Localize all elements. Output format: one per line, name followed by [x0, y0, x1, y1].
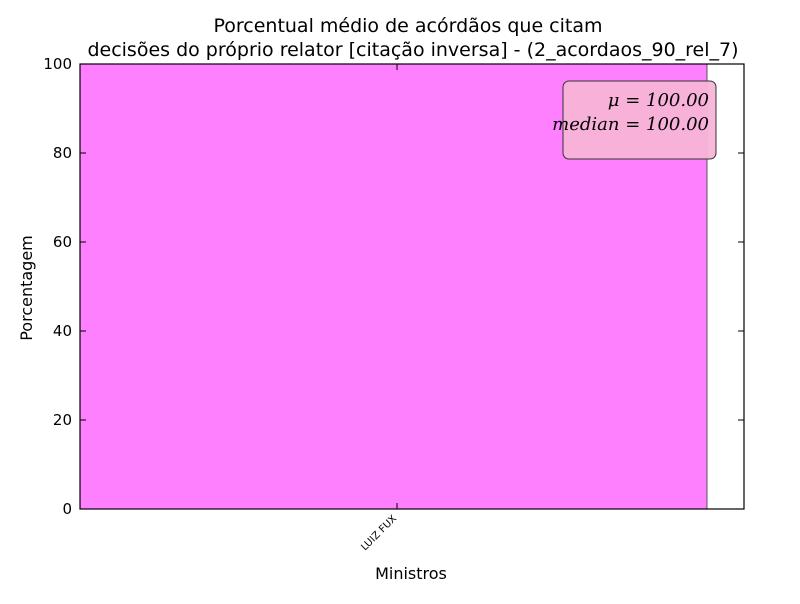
x-tick-label-luiz-fux: LUIZ FUX — [359, 513, 399, 553]
y-tick-label-40: 40 — [53, 322, 72, 340]
stats-median-label: median = 100.00 — [552, 114, 709, 135]
y-tick-label-60: 60 — [53, 233, 72, 251]
y-tick-label-0: 0 — [62, 500, 72, 518]
chart-title-line-2: decisões do próprio relator [citação inv… — [87, 39, 738, 61]
plot-area: 0 20 40 60 80 100 LUIZ FUX μ = 100.00 median = 1… — [43, 55, 745, 553]
plot-frame — [79, 63, 745, 510]
y-tick-label-100: 100 — [43, 55, 72, 73]
y-axis-label: Porcentagem — [17, 235, 36, 341]
y-tick-label-80: 80 — [53, 144, 72, 162]
stats-box — [562, 80, 717, 160]
stats-mean-label: μ = 100.00 — [608, 90, 709, 111]
x-axis-label: Ministros — [375, 564, 447, 583]
y-tick-label-20: 20 — [53, 411, 72, 429]
chart-title-line-1: Porcentual médio de acórdãos que citam — [213, 15, 602, 37]
